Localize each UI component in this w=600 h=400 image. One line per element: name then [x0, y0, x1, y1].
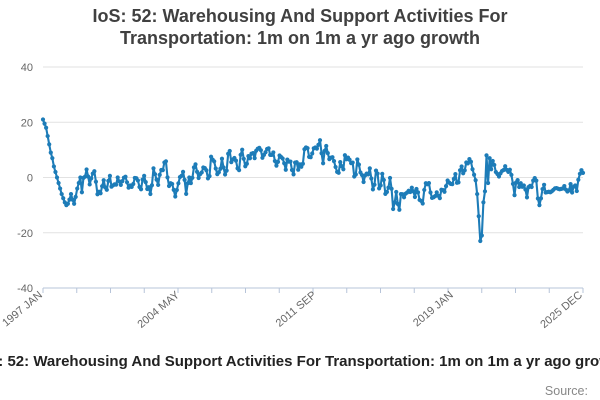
svg-text:0: 0: [27, 173, 33, 185]
svg-text:2019 JAN: 2019 JAN: [411, 289, 456, 329]
svg-text:1997 JAN: 1997 JAN: [0, 289, 45, 329]
svg-text:2004 MAY: 2004 MAY: [135, 289, 182, 331]
svg-text:-20: -20: [17, 228, 33, 240]
svg-text:20: 20: [21, 117, 33, 129]
svg-text:40: 40: [21, 62, 33, 74]
svg-text:2025 DEC: 2025 DEC: [538, 289, 585, 331]
svg-text:-40: -40: [17, 283, 33, 295]
svg-text:2011 SEP: 2011 SEP: [274, 289, 319, 330]
